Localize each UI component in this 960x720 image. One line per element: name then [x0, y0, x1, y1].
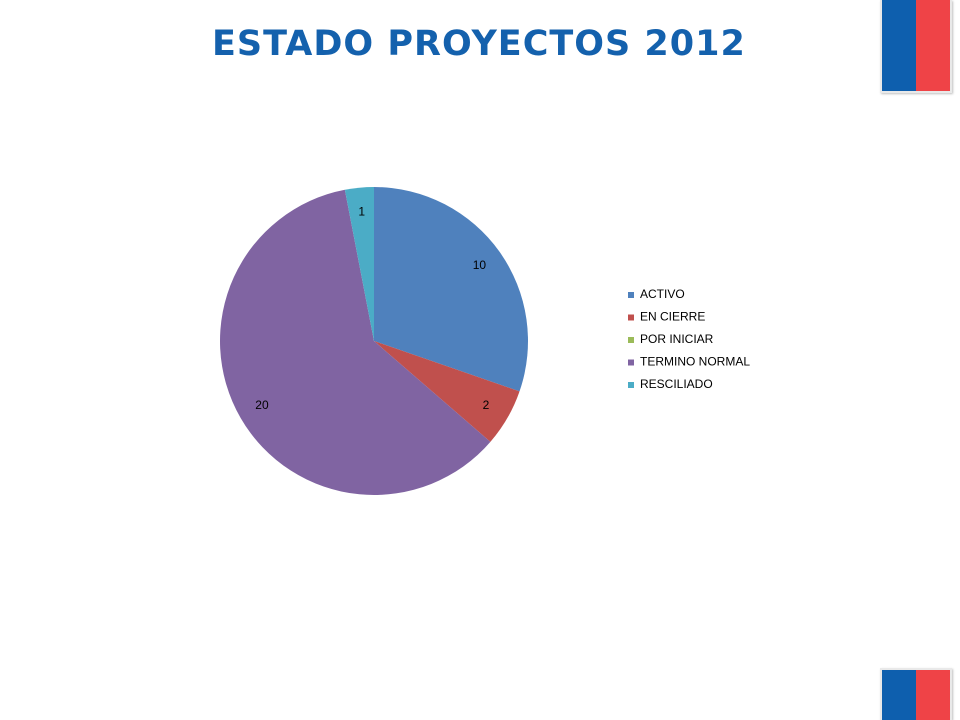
- flag-blue-stripe: [882, 0, 916, 91]
- pie-slice-en-cierre: [374, 341, 520, 442]
- data-label-en-cierre: 2: [483, 398, 490, 412]
- chile-flag-bottom-logo: [880, 668, 952, 720]
- data-label-resciliado: 1: [358, 204, 365, 218]
- flag-blue-stripe: [882, 670, 916, 720]
- slide-title: ESTADO PROYECTOS 2012: [212, 24, 746, 64]
- legend-swatch-por-iniciar: [628, 337, 634, 343]
- legend-label-por-iniciar: POR INICIAR: [640, 332, 714, 346]
- data-label-activo: 10: [473, 258, 487, 272]
- legend-swatch-en-cierre: [628, 314, 634, 321]
- flag-red-stripe: [916, 670, 950, 720]
- chile-flag-top-logo: [880, 0, 952, 93]
- pie-slice-resciliado: [344, 187, 374, 341]
- legend-label-en-cierre: EN CIERRE: [640, 310, 705, 324]
- legend-label-resciliado: RESCILIADO: [640, 377, 713, 391]
- legend-label-activo: ACTIVO: [640, 287, 685, 301]
- legend-swatch-termino-normal: [628, 359, 634, 366]
- legend-swatch-activo: [628, 292, 634, 298]
- flag-red-stripe: [916, 0, 950, 91]
- pie-slice-activo: [374, 187, 529, 392]
- pie-slice-termino-normal: [219, 189, 491, 496]
- pie-slices: [219, 187, 529, 496]
- pie-data-labels: 10 2 20 1: [255, 204, 489, 411]
- data-label-termino-normal: 20: [255, 398, 269, 412]
- legend-swatch-resciliado: [628, 382, 634, 388]
- chart-legend: ACTIVO EN CIERRE POR INICIAR TERMINO NORMAL…: [628, 287, 750, 391]
- legend-label-termino-normal: TERMINO NORMAL: [640, 355, 750, 369]
